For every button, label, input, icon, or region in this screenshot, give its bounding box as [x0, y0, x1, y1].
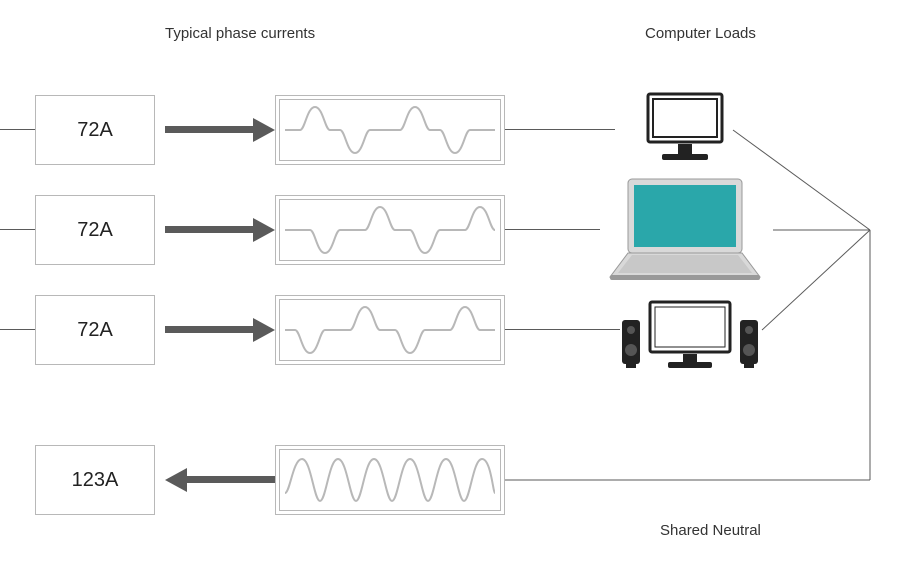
current-value-row3: 72A	[77, 319, 113, 342]
line-wave-to-load-row1	[505, 129, 615, 130]
waveform-box-row3	[275, 295, 505, 365]
arrow-head-row3	[253, 318, 275, 342]
waveform-box-row1	[275, 95, 505, 165]
waveform-phase-a	[285, 103, 495, 157]
waveform-phase-b	[285, 203, 495, 257]
arrow-line-row3	[165, 326, 253, 333]
header-phase-currents: Typical phase currents	[165, 25, 315, 42]
load-laptop-icon	[600, 175, 770, 285]
current-box-row2: 72A	[35, 195, 155, 265]
load-desktop-icon	[640, 92, 730, 167]
current-box-row1: 72A	[35, 95, 155, 165]
current-value-row1: 72A	[77, 119, 113, 142]
lead-line-row2	[0, 229, 35, 230]
waveform-inner-row4	[279, 449, 501, 511]
header-computer-loads: Computer Loads	[645, 25, 756, 42]
waveform-inner-row3	[279, 299, 501, 361]
current-box-row3: 72A	[35, 295, 155, 365]
lead-line-row3	[0, 329, 35, 330]
line-wave-to-load-row3	[505, 329, 620, 330]
arrow-line-row4	[187, 476, 275, 483]
arrow-line-row2	[165, 226, 253, 233]
waveform-inner-row1	[279, 99, 501, 161]
line-wave-to-load-row2	[505, 229, 600, 230]
waveform-inner-row2	[279, 199, 501, 261]
current-box-row4: 123A	[35, 445, 155, 515]
waveform-neutral	[285, 453, 495, 507]
current-value-row2: 72A	[77, 219, 113, 242]
lead-line-row1	[0, 129, 35, 130]
arrow-head-row4	[165, 468, 187, 492]
arrow-head-row2	[253, 218, 275, 242]
waveform-box-row4	[275, 445, 505, 515]
current-value-row4: 123A	[72, 469, 119, 492]
waveform-box-row2	[275, 195, 505, 265]
waveform-phase-c	[285, 303, 495, 357]
footer-shared-neutral: Shared Neutral	[660, 522, 761, 539]
load-pc-speakers-icon	[620, 298, 760, 373]
arrow-line-row1	[165, 126, 253, 133]
arrow-head-row1	[253, 118, 275, 142]
